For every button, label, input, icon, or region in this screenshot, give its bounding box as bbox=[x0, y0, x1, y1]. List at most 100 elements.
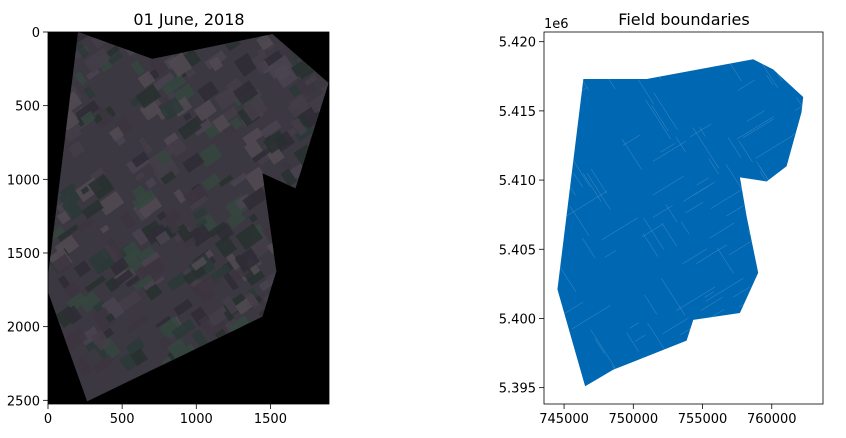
field-boundary-line bbox=[783, 296, 800, 322]
field-patch bbox=[223, 272, 239, 291]
field-patch bbox=[122, 240, 142, 261]
field-patch bbox=[158, 96, 185, 122]
satellite-image-axes: 01 June, 2018 0 500 1000 1500 0 500 1000 1500 20… bbox=[7, 10, 330, 427]
field-boundary-line bbox=[630, 373, 652, 387]
field-patch bbox=[262, 130, 288, 154]
field-patch bbox=[144, 283, 163, 301]
field-patch bbox=[134, 171, 146, 182]
field-patch bbox=[280, 168, 298, 187]
field-patch bbox=[75, 42, 90, 59]
field-boundary-line bbox=[791, 226, 800, 239]
field-boundary-line bbox=[673, 366, 711, 387]
field-patch bbox=[167, 52, 193, 78]
field-patch bbox=[81, 199, 104, 220]
field-boundary-line bbox=[634, 334, 646, 342]
field-patch bbox=[130, 348, 149, 367]
field-boundaries-axes: Field boundaries 1e6 745000 750000 755000 7… bbox=[499, 10, 846, 427]
field-boundary-line bbox=[789, 195, 804, 212]
field-patch bbox=[193, 99, 218, 122]
field-patch bbox=[248, 213, 258, 223]
field-patch bbox=[166, 271, 190, 292]
field-patch bbox=[51, 253, 74, 275]
field-patch bbox=[161, 73, 187, 96]
field-patch bbox=[152, 72, 175, 91]
field-boundary-line bbox=[796, 97, 804, 115]
field-patch bbox=[183, 112, 193, 121]
x-tick-label: 1000 bbox=[180, 412, 213, 427]
field-patch bbox=[100, 224, 110, 234]
field-boundary-line bbox=[752, 320, 760, 333]
field-patch bbox=[76, 217, 95, 233]
field-boundary-line bbox=[696, 244, 727, 264]
field-patch bbox=[144, 177, 157, 189]
field-patch bbox=[197, 143, 223, 168]
field-patch bbox=[184, 67, 197, 79]
field-boundary-line bbox=[643, 233, 659, 257]
field-boundary-line bbox=[753, 206, 764, 222]
field-boundary-line bbox=[811, 188, 837, 204]
field-boundary-line bbox=[680, 221, 690, 235]
field-patch bbox=[105, 312, 116, 323]
field-boundary-line bbox=[763, 316, 786, 331]
field-patch bbox=[107, 51, 124, 65]
field-boundary-line bbox=[759, 170, 768, 184]
field-patch bbox=[222, 123, 237, 138]
field-boundary-line bbox=[798, 266, 804, 276]
field-boundary-line bbox=[755, 135, 794, 159]
x-tick-label: 745000 bbox=[539, 412, 589, 427]
field-boundary-line bbox=[601, 217, 638, 241]
field-boundary-line bbox=[571, 157, 591, 187]
field-boundary-line bbox=[808, 71, 821, 79]
field-patch bbox=[214, 328, 227, 340]
field-patch bbox=[243, 139, 264, 159]
field-patch bbox=[256, 32, 274, 51]
field-patch bbox=[244, 166, 270, 192]
field-patch bbox=[228, 315, 250, 334]
field-patch bbox=[66, 292, 88, 312]
field-boundary-line bbox=[785, 293, 804, 314]
field-patch bbox=[117, 290, 142, 312]
field-patch bbox=[137, 70, 156, 89]
field-patch bbox=[256, 47, 268, 60]
field-boundary-line bbox=[783, 167, 804, 185]
field-boundary-line bbox=[705, 278, 744, 302]
field-boundary-line bbox=[785, 323, 804, 341]
field-patch bbox=[131, 227, 149, 246]
field-patch bbox=[152, 158, 181, 186]
field-patch bbox=[210, 263, 231, 282]
field-boundary-line bbox=[802, 128, 804, 149]
field-boundary-line bbox=[812, 127, 846, 151]
x-tick-label: 0 bbox=[44, 412, 52, 427]
field-patch bbox=[197, 80, 219, 102]
y-offset-label: 1e6 bbox=[544, 17, 569, 32]
field-patch bbox=[163, 132, 179, 146]
field-boundary-line bbox=[726, 205, 744, 217]
field-boundary-line bbox=[661, 278, 686, 316]
field-boundary-line bbox=[762, 63, 779, 89]
x-tick-label: 500 bbox=[110, 412, 135, 427]
field-patch bbox=[102, 242, 124, 265]
field-patch bbox=[201, 172, 222, 192]
field-patch bbox=[175, 223, 193, 243]
field-boundary-line bbox=[820, 264, 843, 300]
field-patch bbox=[195, 217, 208, 229]
field-patch bbox=[173, 83, 196, 104]
field-boundary-line bbox=[727, 136, 742, 158]
field-boundary-line bbox=[744, 307, 786, 333]
field-patch bbox=[109, 257, 130, 276]
field-patch bbox=[290, 117, 308, 137]
field-patch bbox=[74, 356, 93, 378]
field-patch bbox=[139, 99, 162, 121]
field-boundary-line bbox=[650, 63, 662, 80]
field-patch bbox=[182, 152, 205, 173]
field-boundary-line bbox=[622, 134, 640, 146]
field-patch bbox=[234, 248, 261, 273]
field-boundary-line bbox=[725, 164, 743, 190]
field-boundary-line bbox=[743, 118, 774, 138]
field-boundaries-polygon bbox=[557, 59, 804, 387]
field-patch bbox=[189, 195, 209, 211]
field-boundary-line bbox=[665, 204, 678, 223]
field-patch bbox=[173, 298, 193, 316]
field-boundary-line bbox=[720, 324, 762, 351]
field-boundary-line bbox=[571, 305, 611, 330]
